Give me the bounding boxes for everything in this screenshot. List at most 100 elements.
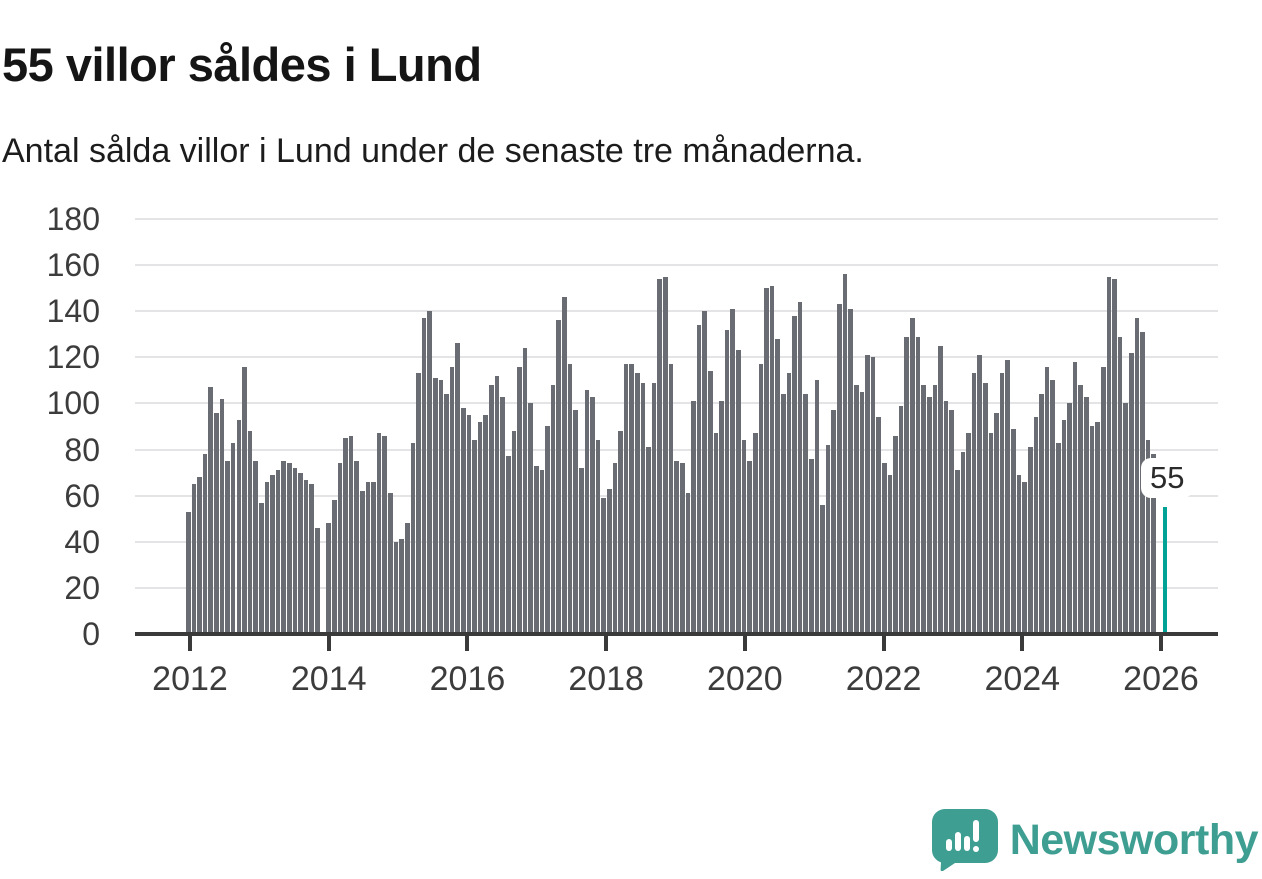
newsworthy-logo-icon [931, 809, 998, 871]
bar [1067, 403, 1072, 634]
bar [1128, 352, 1134, 634]
bar [679, 463, 685, 634]
bar [371, 481, 376, 634]
x-tick-2012 [188, 636, 192, 651]
bar [713, 433, 719, 634]
bar [954, 470, 960, 634]
y-tick-label: 160 [46, 247, 100, 284]
bar [859, 391, 865, 634]
bar [562, 297, 567, 634]
bar [292, 467, 298, 634]
bar [545, 426, 550, 634]
bar [719, 401, 724, 634]
bar [977, 355, 983, 634]
x-tick-label: 2018 [568, 660, 644, 698]
bar [960, 451, 966, 634]
bar [741, 440, 747, 634]
bar [326, 523, 331, 634]
bar [651, 382, 657, 634]
bar [988, 433, 994, 634]
bar [197, 477, 202, 634]
bar [915, 336, 921, 634]
x-tick-label: 2014 [290, 660, 367, 698]
bar [1061, 419, 1067, 634]
x-tick-2024 [1020, 636, 1025, 651]
bar [348, 435, 354, 634]
bar [528, 403, 533, 634]
highlighted-bar [1162, 507, 1168, 634]
bar [1022, 481, 1027, 634]
bar [331, 500, 337, 634]
bar [910, 318, 915, 634]
bar [287, 463, 292, 634]
bar [303, 479, 309, 634]
bar [444, 394, 449, 634]
bar [865, 355, 870, 634]
bar [489, 384, 494, 634]
x-tick-label: 2022 [845, 660, 922, 698]
bar [539, 470, 545, 634]
bar [752, 433, 758, 634]
bar [477, 421, 483, 634]
bar [685, 493, 691, 634]
x-tick-2018 [604, 636, 609, 651]
bar [230, 442, 236, 634]
bar [449, 366, 455, 634]
bar [1117, 336, 1123, 634]
bar [1011, 428, 1016, 634]
bar [966, 433, 971, 634]
bar [578, 467, 584, 634]
bar [623, 364, 629, 634]
bar [882, 463, 887, 634]
bar [1100, 366, 1106, 634]
bar [1050, 380, 1055, 634]
bar [730, 308, 736, 634]
x-tick-2014 [326, 636, 331, 651]
bar [932, 384, 938, 634]
y-tick-label: 20 [64, 569, 100, 606]
bar [870, 357, 876, 634]
bar [674, 461, 679, 634]
brand-footer: Newsworthy [931, 809, 1259, 871]
bar [612, 463, 618, 634]
bar [219, 398, 225, 634]
bar [893, 435, 898, 634]
y-tick-label: 40 [64, 523, 100, 560]
bar [1112, 278, 1117, 634]
x-tick-2020 [742, 636, 747, 651]
bar [247, 431, 253, 634]
x-tick-label: 2026 [1123, 660, 1199, 698]
bar [1027, 447, 1033, 634]
brand-name: Newsworthy [1009, 815, 1259, 864]
bar [522, 348, 528, 634]
bar [825, 444, 831, 634]
bar [500, 396, 505, 634]
gridline-100 [135, 402, 1218, 405]
bar [315, 527, 320, 634]
bar [831, 410, 837, 634]
bar [517, 366, 522, 634]
bar [618, 431, 623, 634]
bar [1078, 384, 1084, 634]
x-tick-2026 [1159, 636, 1163, 651]
bar [1039, 394, 1044, 634]
y-tick-label: 0 [82, 616, 100, 652]
bar [837, 304, 842, 634]
bar [999, 373, 1005, 634]
bar [466, 414, 472, 634]
bar [724, 329, 730, 634]
bar [926, 396, 932, 634]
bar [792, 315, 797, 634]
bar [258, 502, 264, 634]
x-tick-label: 2016 [429, 660, 506, 698]
bar [1123, 403, 1128, 634]
bar [208, 387, 214, 634]
bar [483, 414, 489, 634]
bar [1089, 426, 1095, 634]
bar [949, 410, 954, 634]
x-tick-label: 2024 [984, 660, 1061, 698]
bar [365, 481, 371, 634]
bar [270, 474, 275, 634]
bar [191, 484, 197, 634]
